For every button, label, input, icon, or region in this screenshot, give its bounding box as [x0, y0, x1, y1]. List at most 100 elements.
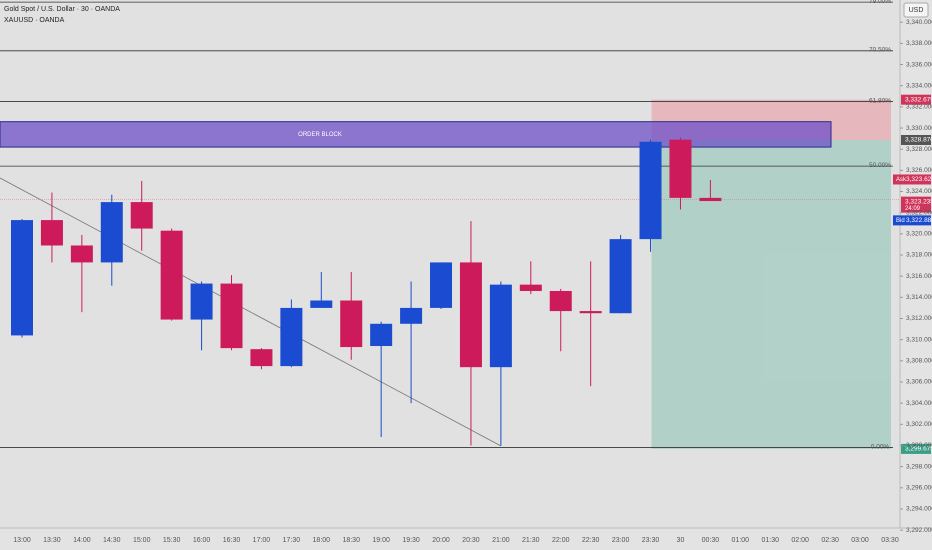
x-tick-label: 20:00: [432, 537, 450, 544]
y-tick-label: 3,322.000: [906, 209, 932, 216]
candle-body: [190, 283, 213, 320]
y-tick-label: 3,328.000: [906, 146, 932, 153]
x-tick-label: 13:30: [43, 537, 61, 544]
side-value: 3,323.625: [906, 176, 932, 183]
x-tick-label: 19:30: [402, 537, 420, 544]
candle-body: [400, 307, 423, 324]
fib-label: 79.00%: [869, 0, 891, 5]
x-tick-label: 21:00: [492, 537, 510, 544]
x-tick-label: 23:30: [642, 537, 660, 544]
y-tick-label: 3,318.000: [906, 252, 932, 259]
fib-label: 0.00%: [871, 443, 890, 450]
chart-title: Gold Spot / U.S. Dollar · 30 · OANDA: [4, 6, 120, 13]
price-tag: [901, 196, 931, 207]
fib-label: 50.00%: [869, 162, 891, 169]
y-tick-label: 3,332.000: [906, 104, 932, 111]
countdown-bg: [901, 204, 931, 213]
y-tick-label: 3,330.000: [906, 125, 932, 132]
x-tick-label: 18:00: [313, 537, 331, 544]
y-tick-label: 3,296.000: [906, 485, 932, 492]
y-tick-label: 3,308.000: [906, 358, 932, 365]
candle-body: [280, 307, 303, 367]
price-tag-label: 3,328.870: [905, 137, 932, 144]
x-tick-label: 17:30: [283, 537, 301, 544]
y-tick-label: 3,304.000: [906, 400, 932, 407]
price-tag-label: 3,332.679: [905, 96, 932, 103]
side-value: 3,322.880: [906, 217, 932, 224]
zones: 79.00% 70.50% 61.80% 50.00% 0.00% ORDER BLOCK: [0, 0, 900, 450]
candle-body: [310, 300, 333, 308]
side-tag: [893, 174, 931, 185]
x-tick-label: 01:30: [761, 537, 779, 544]
x-tick-label: 20:30: [462, 537, 480, 544]
order-block-label: ORDER BLOCK: [298, 132, 342, 138]
candle-body: [70, 245, 93, 263]
x-tick-label: 14:30: [103, 537, 121, 544]
candle-body: [220, 283, 243, 349]
x-tick-label: 16:00: [193, 537, 211, 544]
candle-body: [489, 284, 512, 368]
candle-body: [519, 284, 542, 291]
side-label: Bid: [896, 218, 905, 224]
candle-body: [549, 290, 572, 312]
x-tick-label: 17:00: [253, 537, 271, 544]
x-tick-label: 16:30: [223, 537, 241, 544]
x-tick-label: 01:00: [732, 537, 750, 544]
y-tick-label: 3,336.000: [906, 61, 932, 68]
candle-body: [370, 323, 393, 347]
candle-body: [430, 262, 453, 308]
price-tag: [901, 134, 931, 145]
x-tick-label: 14:00: [73, 537, 91, 544]
y-tick-label: 3,292.000: [906, 527, 932, 534]
x-tick-label: 13:00: [13, 537, 31, 544]
candle-body: [250, 349, 273, 367]
x-tick-label: 22:30: [582, 537, 600, 544]
y-tick-label: 3,300.000: [906, 442, 932, 449]
trend-line: [0, 177, 502, 447]
price-tag-label: 3,299.675: [905, 446, 932, 453]
currency[interactable]: USD: [909, 7, 924, 14]
overlay: 3,332.679 3,328.870 3,299.675 3,323.23524:0…: [893, 94, 932, 454]
x-tick-label: 23:00: [612, 537, 630, 544]
price-tag: [901, 443, 931, 454]
y-tick-label: 3,314.000: [906, 294, 932, 301]
candle-body: [130, 202, 153, 229]
candle-body: [669, 139, 692, 198]
side-tag: [893, 215, 931, 226]
candle-body: [699, 197, 722, 202]
x-tick-label: 15:30: [163, 537, 181, 544]
candle-body: [639, 141, 662, 240]
x-tick-label: 30: [677, 537, 685, 544]
y-tick-label: 3,340.000: [906, 19, 932, 26]
y-tick-label: 3,320.000: [906, 231, 932, 238]
x-tick-label: 03:00: [851, 537, 869, 544]
price-tag-label: 3,323.235: [905, 198, 932, 205]
x-tick-label: 21:30: [522, 537, 540, 544]
y-tick-label: 3,306.000: [906, 379, 932, 386]
x-tick-label: 02:30: [821, 537, 839, 544]
order-block: [0, 121, 832, 148]
x-tick-label: 03:30: [881, 537, 899, 544]
candle-body: [459, 262, 482, 368]
y-tick-label: 3,324.000: [906, 188, 932, 195]
fib-label: 61.80%: [869, 97, 891, 104]
x-tick-label: 00:30: [702, 537, 720, 544]
price-tag: [901, 94, 931, 105]
y-tick-label: 3,310.000: [906, 336, 932, 343]
y-tick-label: 3,326.000: [906, 167, 932, 174]
candle-body: [100, 202, 123, 263]
currency-box[interactable]: [903, 2, 929, 18]
candle-body: [40, 220, 63, 246]
candle-body: [160, 230, 183, 320]
candle-body: [579, 311, 602, 314]
y-tick-label: 3,316.000: [906, 273, 932, 280]
candle-body: [609, 239, 632, 314]
candle-body: [340, 300, 363, 348]
y-tick-label: 3,338.000: [906, 40, 932, 47]
side-label: Ask: [896, 177, 907, 183]
y-tick-label: 3,302.000: [906, 421, 932, 428]
y-tick-label: 3,334.000: [906, 82, 932, 89]
x-tick-label: 02:00: [791, 537, 809, 544]
countdown: 24:09: [905, 206, 921, 212]
